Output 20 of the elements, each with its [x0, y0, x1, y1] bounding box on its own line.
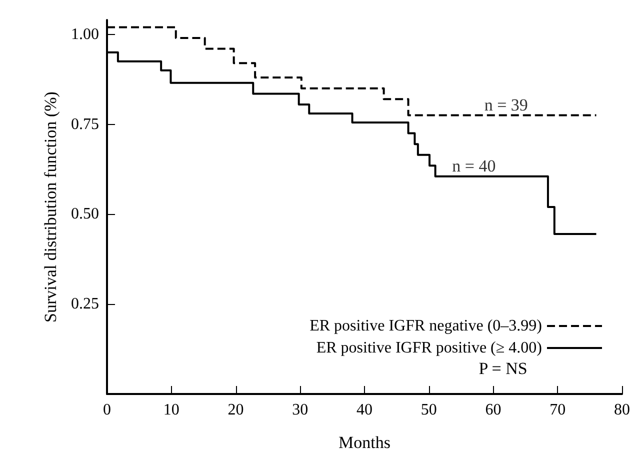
x-tick-label: 10 — [163, 402, 180, 418]
x-axis-title: Months — [338, 433, 390, 452]
y-tick-label: 0.25 — [71, 296, 99, 313]
legend-label: ER positive IGFR positive (≥ 4.00) — [316, 340, 542, 356]
y-tick-label: 0.75 — [71, 116, 99, 133]
x-tick-label: 80 — [614, 402, 630, 418]
y-tick-label: 1.00 — [71, 26, 99, 43]
annotation: n = 40 — [452, 156, 496, 176]
x-tick-label: 70 — [550, 402, 566, 418]
x-tick-label: 40 — [356, 402, 372, 418]
annotation: n = 39 — [484, 95, 528, 114]
annotation: P = NS — [478, 359, 528, 378]
x-tick-label: 50 — [420, 402, 437, 418]
x-tick-label: 20 — [228, 402, 244, 418]
y-axis-title: Survival distribution function (%) — [41, 92, 60, 322]
x-tick-label: 0 — [103, 402, 111, 418]
x-tick-label: 60 — [485, 402, 502, 418]
y-tick-label: 0.50 — [71, 206, 99, 223]
x-tick-label: 30 — [292, 402, 308, 418]
legend-label: ER positive IGFR negative (0–3.99) — [310, 318, 542, 334]
